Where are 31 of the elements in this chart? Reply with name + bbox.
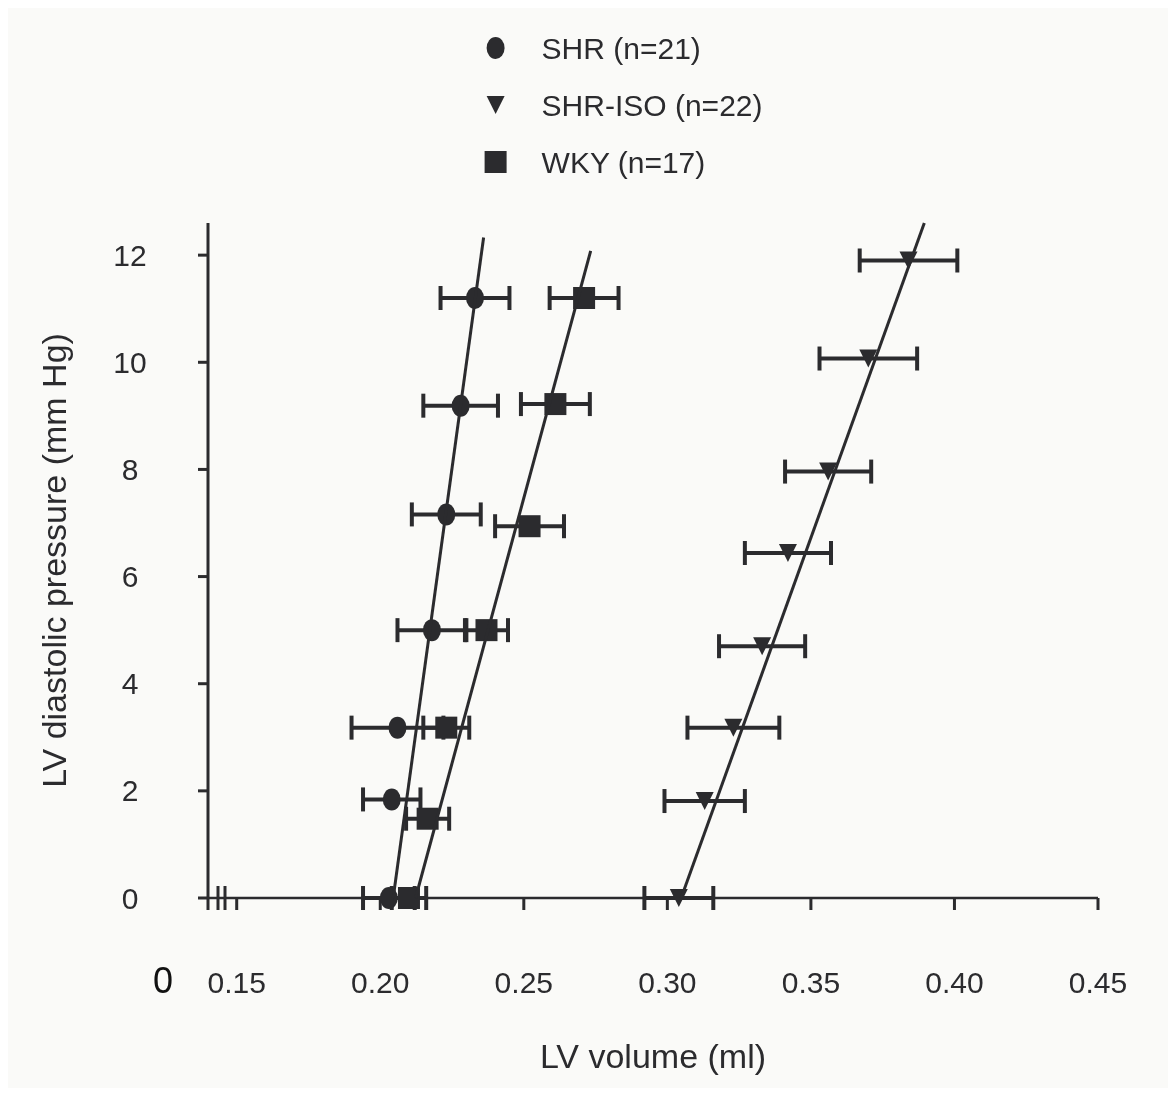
legend-label: SHR (n=21): [541, 32, 701, 65]
point: [819, 462, 838, 481]
y-tick-label: 0: [121, 881, 139, 915]
y-tick-label: 12: [113, 238, 147, 272]
point: [859, 349, 878, 368]
x-tick-label: 0.35: [781, 966, 841, 999]
point: [695, 792, 714, 811]
point: [518, 515, 541, 538]
point: [778, 544, 797, 562]
point: [382, 788, 401, 811]
x-tick-label: 0.45: [1068, 966, 1128, 999]
point: [388, 716, 407, 739]
y-tick-label: 4: [121, 667, 139, 701]
x-tick-label: 0.20: [351, 966, 410, 999]
legend-label: WKY (n=17): [541, 146, 706, 179]
text: 0: [152, 960, 174, 1001]
x-tick-label: 0.40: [925, 966, 984, 999]
x-tick-label: 0.30: [638, 966, 697, 999]
point: [724, 718, 743, 737]
point: [435, 716, 458, 739]
x-tick-label: 0.15: [207, 966, 266, 999]
y-tick-label: 6: [121, 560, 139, 594]
x-tick-label: 0.25: [494, 966, 553, 999]
point: [753, 637, 772, 656]
point: [397, 887, 420, 909]
legend-label: SHR-ISO (n=22): [541, 89, 763, 122]
y-axis-title: LV diastolic pressure (mm Hg): [35, 333, 73, 788]
x-axis-title: LV volume (ml): [539, 1037, 767, 1075]
y-tick-label: 8: [121, 452, 139, 486]
y-tick-label: 10: [113, 345, 147, 379]
y-tick-label: 2: [121, 774, 139, 808]
